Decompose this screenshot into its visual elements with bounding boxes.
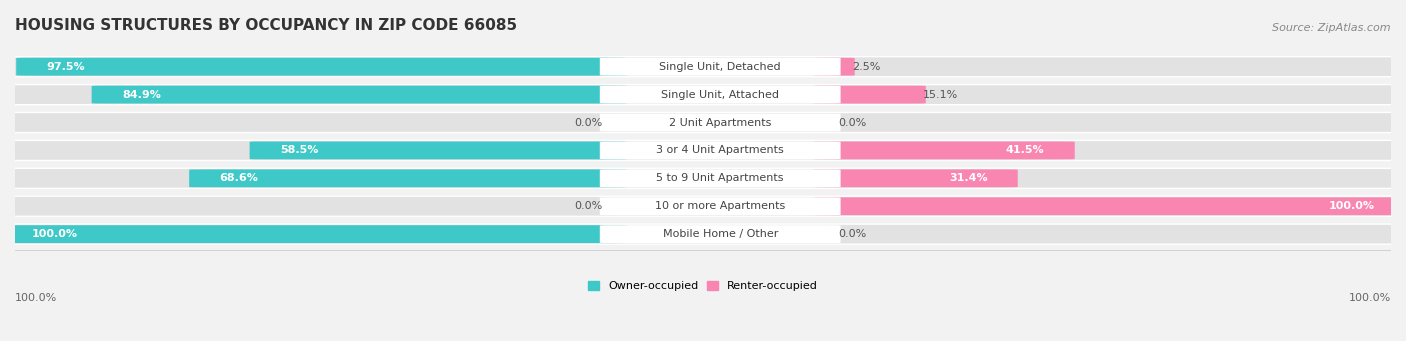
FancyBboxPatch shape <box>600 142 841 159</box>
FancyBboxPatch shape <box>0 57 1406 77</box>
Text: 100.0%: 100.0% <box>31 229 77 239</box>
Text: 84.9%: 84.9% <box>122 90 160 100</box>
Text: 0.0%: 0.0% <box>838 229 866 239</box>
Text: 2.5%: 2.5% <box>852 62 880 72</box>
Text: 3 or 4 Unit Apartments: 3 or 4 Unit Apartments <box>657 145 785 155</box>
Text: 100.0%: 100.0% <box>1348 293 1391 303</box>
Text: 41.5%: 41.5% <box>1005 145 1045 155</box>
FancyBboxPatch shape <box>0 140 1406 161</box>
Text: Single Unit, Detached: Single Unit, Detached <box>659 62 780 72</box>
Text: 58.5%: 58.5% <box>280 145 318 155</box>
FancyBboxPatch shape <box>600 197 841 215</box>
FancyBboxPatch shape <box>600 225 841 243</box>
FancyBboxPatch shape <box>0 168 1406 188</box>
FancyBboxPatch shape <box>91 86 627 104</box>
FancyBboxPatch shape <box>813 169 1018 187</box>
Text: 0.0%: 0.0% <box>838 118 866 128</box>
Text: 0.0%: 0.0% <box>574 118 603 128</box>
FancyBboxPatch shape <box>1 225 627 243</box>
Text: 2 Unit Apartments: 2 Unit Apartments <box>669 118 772 128</box>
Text: 100.0%: 100.0% <box>15 293 58 303</box>
FancyBboxPatch shape <box>600 86 841 104</box>
FancyBboxPatch shape <box>813 86 925 104</box>
FancyBboxPatch shape <box>0 224 1406 244</box>
FancyBboxPatch shape <box>250 142 627 159</box>
Text: Single Unit, Attached: Single Unit, Attached <box>661 90 779 100</box>
FancyBboxPatch shape <box>813 197 1405 215</box>
Text: HOUSING STRUCTURES BY OCCUPANCY IN ZIP CODE 66085: HOUSING STRUCTURES BY OCCUPANCY IN ZIP C… <box>15 18 517 33</box>
Text: 10 or more Apartments: 10 or more Apartments <box>655 201 786 211</box>
FancyBboxPatch shape <box>813 58 855 76</box>
Text: 31.4%: 31.4% <box>949 173 987 183</box>
FancyBboxPatch shape <box>0 113 1406 133</box>
FancyBboxPatch shape <box>190 169 627 187</box>
Text: 97.5%: 97.5% <box>46 62 86 72</box>
Legend: Owner-occupied, Renter-occupied: Owner-occupied, Renter-occupied <box>583 276 823 296</box>
Text: 0.0%: 0.0% <box>574 201 603 211</box>
FancyBboxPatch shape <box>600 169 841 187</box>
FancyBboxPatch shape <box>600 114 841 131</box>
FancyBboxPatch shape <box>600 58 841 76</box>
Text: 100.0%: 100.0% <box>1329 201 1375 211</box>
FancyBboxPatch shape <box>813 142 1074 159</box>
Text: 68.6%: 68.6% <box>219 173 259 183</box>
FancyBboxPatch shape <box>17 58 627 76</box>
FancyBboxPatch shape <box>0 196 1406 216</box>
Text: 5 to 9 Unit Apartments: 5 to 9 Unit Apartments <box>657 173 785 183</box>
Text: Mobile Home / Other: Mobile Home / Other <box>662 229 778 239</box>
FancyBboxPatch shape <box>0 85 1406 105</box>
Text: Source: ZipAtlas.com: Source: ZipAtlas.com <box>1272 23 1391 33</box>
Text: 15.1%: 15.1% <box>922 90 959 100</box>
